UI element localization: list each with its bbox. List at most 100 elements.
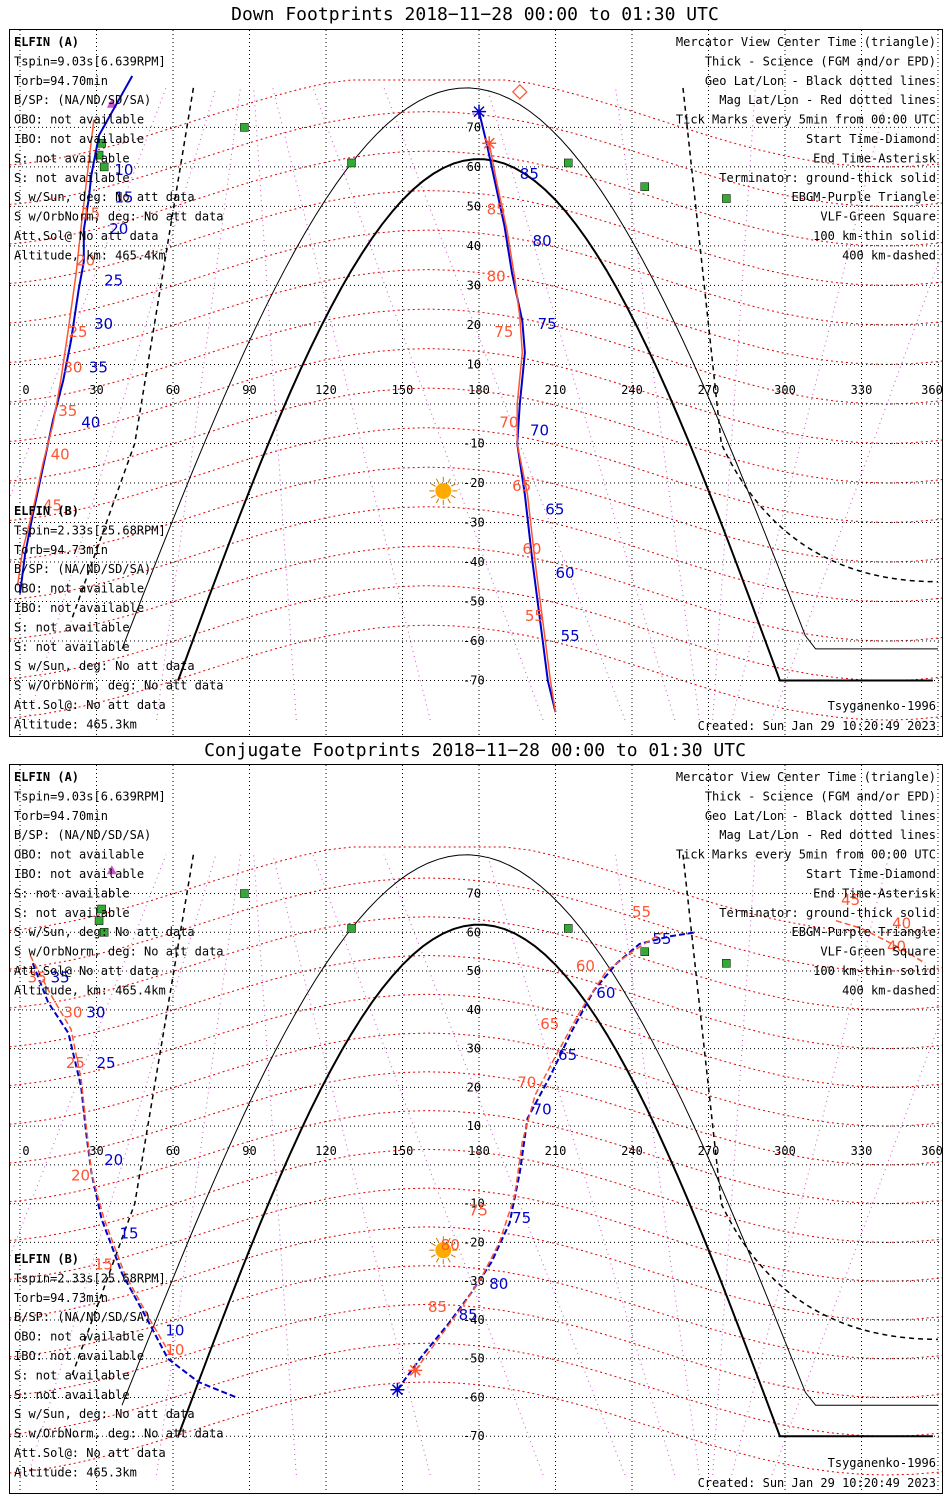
elfin-a-header: ELFIN (A) — [14, 770, 79, 784]
map-plot-down: 0 30 60 90 120 150 180 210 240 270 300 330 360 70 60 50… — [10, 30, 942, 736]
legend-line: Terminator: ground-thick solid — [719, 906, 936, 920]
mag-latitude-line — [10, 1071, 942, 1166]
x-tick-label: 300 — [774, 383, 796, 397]
elfin-a-info-line: Att.Sol@ No att data — [14, 229, 159, 243]
elfin-b-tick-label: 15 — [94, 1256, 113, 1274]
legend-line: Thick - Science (FGM and/or EPD) — [705, 54, 936, 68]
x-tick-label: 60 — [166, 1144, 180, 1158]
elfin-b-info-line: S: not available — [14, 1368, 130, 1382]
elfin-a-track — [19, 75, 134, 594]
sun-ray — [447, 498, 451, 504]
elfin-a-tick-label: 55 — [652, 930, 671, 948]
y-tick-label: 60 — [467, 925, 481, 939]
elfin-b-tick-label: 55 — [525, 607, 544, 625]
elfin-b-tick-label: 40 — [892, 914, 911, 932]
elfin-b-info-line: S: not available — [14, 620, 130, 634]
elfin-b-info-line: IBO: not available — [14, 1349, 144, 1363]
vlf-station-square — [240, 889, 249, 898]
legend-line: 400 km-dashed — [842, 248, 936, 262]
elfin-b-tick-label: 45 — [841, 891, 860, 909]
x-tick-label: 90 — [242, 383, 256, 397]
x-tick-label: 120 — [315, 383, 337, 397]
elfin-b-info-line: OBO: not available — [14, 582, 144, 596]
elfin-a-tick-label: 20 — [109, 220, 128, 238]
elfin-a-info-line: Tspin=9.03s[6.639RPM] — [14, 789, 166, 803]
legend-line: Geo Lat/Lon - Black dotted lines — [705, 74, 936, 88]
sun-ray — [447, 1257, 451, 1263]
elfin-a-tick-label: 55 — [561, 627, 580, 645]
legend-line: VLF-Green Square — [820, 945, 936, 959]
legend-line: 400 km-dashed — [842, 983, 936, 997]
legend-line: End Time-Asterisk — [813, 886, 937, 900]
elfin-a-tick-label: 65 — [545, 501, 564, 519]
legend-line: Geo Lat/Lon - Black dotted lines — [705, 809, 936, 823]
x-tick-label: 180 — [468, 1144, 490, 1158]
legend-line: Mercator View Center Time (triangle) — [676, 35, 936, 49]
y-tick-label: -40 — [463, 1313, 485, 1327]
ebgm-triangle-marker — [106, 865, 117, 875]
mag-latitude-line — [10, 506, 942, 603]
y-tick-label: -70 — [463, 673, 485, 687]
mag-latitude-line — [10, 1303, 942, 1399]
y-tick-label: 40 — [467, 239, 481, 253]
elfin-a-tick-label: 60 — [556, 564, 575, 582]
sun-icon — [435, 1242, 452, 1259]
elfin-a-info-line: B/SP: (NA/ND/SD/SA) — [14, 93, 151, 107]
vlf-station-square — [640, 182, 649, 191]
elfin-a-info-line: S w/Sun, deg: No att data — [14, 925, 195, 939]
mag-latitude-line — [10, 916, 942, 1011]
legend-line: VLF-Green Square — [820, 210, 936, 224]
elfin-b-tick-label: 20 — [71, 1166, 90, 1184]
map-plot-conjugate: 0 30 60 90 120 150 180 210 240 270 300 330 360 70 60 50… — [10, 765, 942, 1493]
x-tick-label: 300 — [774, 1144, 796, 1158]
elfin-b-info-line: IBO: not available — [14, 601, 144, 615]
y-tick-label: 70 — [467, 120, 481, 134]
x-tick-label: 150 — [392, 1144, 414, 1158]
legend-line: Tick Marks every 5min from 00:00 UTC — [676, 113, 936, 127]
terminator-line — [177, 158, 933, 682]
elfin-a-tick-label: 70 — [530, 422, 549, 440]
legend-line: 100 km-thin solid — [813, 964, 936, 978]
elfin-b-info-line: S w/OrbNorm, deg: No att data — [14, 679, 224, 693]
elfin-a-tick-label: 25 — [97, 1054, 116, 1072]
elfin-b-info-line: B/SP: (NA/ND/SD/SA) — [14, 1310, 151, 1324]
elfin-a-info-line: S w/Sun, deg: No att data — [14, 190, 195, 204]
created-timestamp: Created: Sun Jan 29 10:20:49 2023 — [698, 1476, 936, 1490]
vlf-station-square — [99, 928, 109, 937]
elfin-b-tick-label: 35 — [28, 969, 47, 987]
sun-ray — [435, 1257, 440, 1263]
x-tick-label: 330 — [851, 1144, 873, 1158]
elfin-b-info-line: S w/Sun, deg: No att data — [14, 1407, 195, 1421]
legend-line: Mag Lat/Lon - Red dotted lines — [719, 93, 936, 107]
x-tick-label: 270 — [698, 1144, 720, 1158]
end-asterisk-marker — [408, 1363, 423, 1378]
sun-ray — [430, 483, 436, 487]
x-tick-label: 120 — [315, 1144, 337, 1158]
sun-ray — [435, 1237, 440, 1243]
mag-latitude-line — [10, 545, 942, 642]
mag-latitude-line — [10, 585, 942, 682]
mag-latitude-line — [10, 1187, 942, 1282]
sun-ray — [450, 1242, 456, 1247]
sun-ray — [435, 498, 440, 504]
y-tick-label: -20 — [463, 476, 485, 490]
legend-line: Thick - Science (FGM and/or EPD) — [705, 789, 936, 803]
elfin-a-tick-label: 80 — [533, 232, 552, 250]
terminator-400km-line — [682, 87, 939, 583]
mag-longitude-line — [312, 854, 544, 1476]
terminator-100km-line — [121, 854, 938, 1406]
elfin-a-info-line: S w/OrbNorm, deg: No att data — [14, 210, 224, 224]
terminator-400km-line — [70, 854, 195, 1379]
y-tick-label: 20 — [467, 318, 481, 332]
elfin-a-tick-label: 10 — [165, 1321, 184, 1339]
model-label: Tsyganenko-1996 — [828, 1456, 936, 1470]
mag-latitude-line — [10, 954, 942, 1050]
elfin-a-tick-label: 85 — [520, 165, 539, 183]
y-tick-label: 50 — [467, 199, 481, 213]
y-tick-label: -10 — [463, 1197, 485, 1211]
mag-latitude-line — [10, 846, 942, 933]
elfin-b-tick-label: 45 — [43, 497, 62, 515]
mag-latitude-line — [10, 348, 942, 445]
elfin-b-info-line: Att.Sol@: No att data — [14, 1446, 166, 1460]
legend-line: Terminator: ground-thick solid — [719, 171, 936, 185]
